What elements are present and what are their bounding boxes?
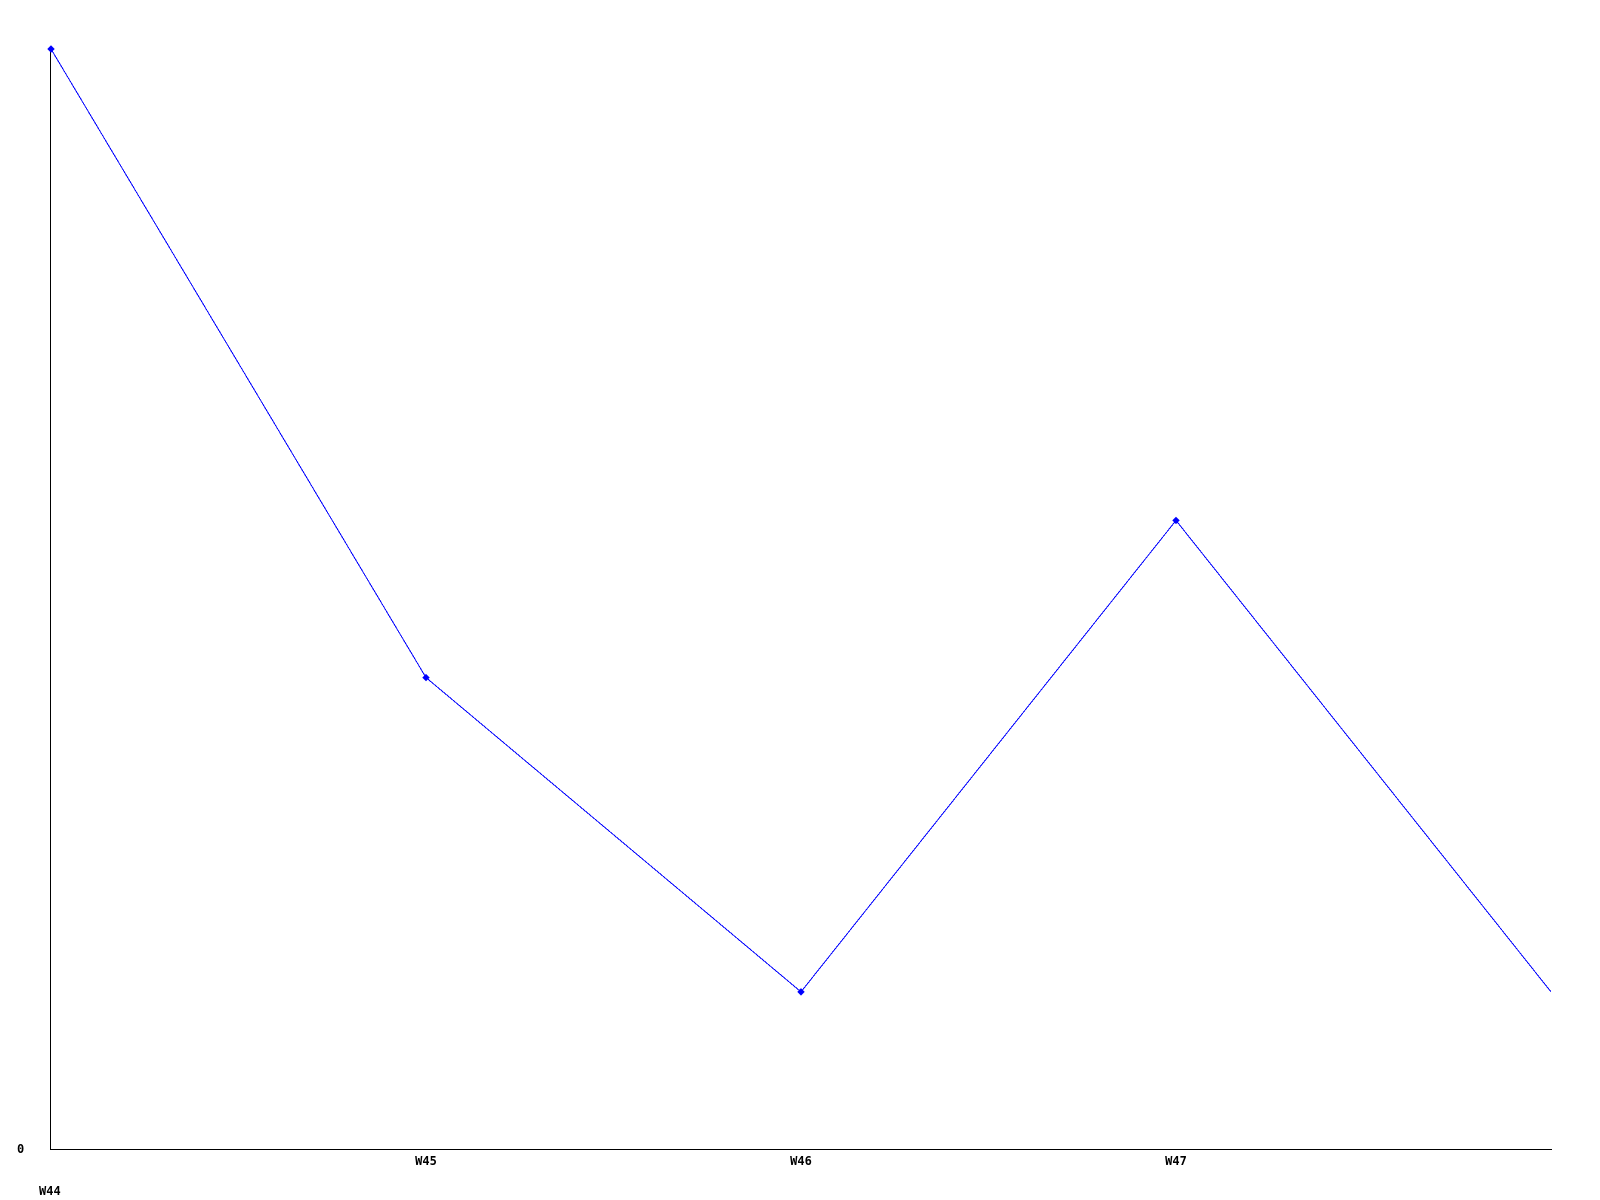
x-tick-label-w46: W46 bbox=[790, 1154, 812, 1168]
data-point-marker bbox=[47, 45, 55, 53]
x-tick-label-w45: W45 bbox=[415, 1154, 437, 1168]
x-tick-label-w44: W44 bbox=[39, 1184, 61, 1198]
data-point-marker bbox=[422, 673, 430, 682]
x-tick-label-w44-block: W44 2023 bbox=[39, 1154, 68, 1200]
x-tick-label-w47: W47 bbox=[1165, 1154, 1187, 1168]
data-line bbox=[50, 48, 1552, 993]
data-point-marker bbox=[797, 988, 805, 996]
data-point-marker bbox=[1172, 516, 1180, 525]
y-tick-label-0: 0 bbox=[17, 1142, 25, 1156]
data-series bbox=[47, 45, 1552, 996]
